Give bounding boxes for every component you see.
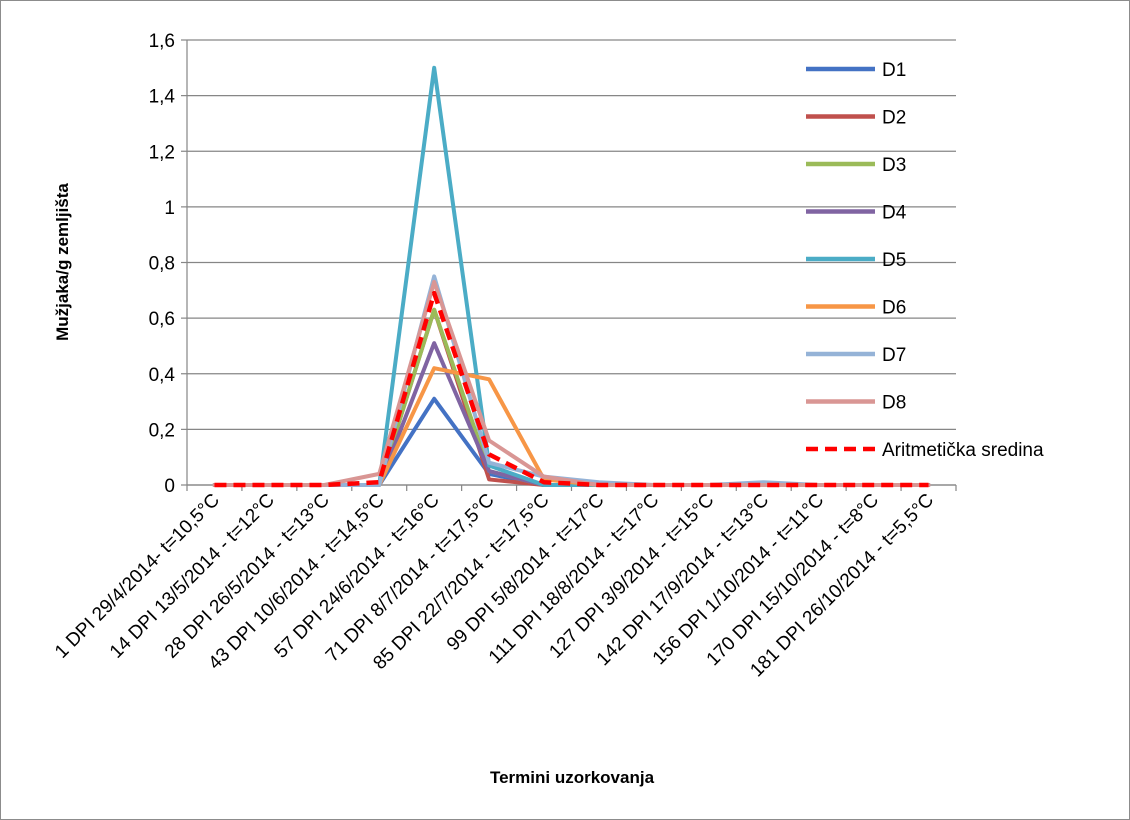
y-tick-label: 0,4 xyxy=(149,365,176,386)
legend-label: D3 xyxy=(882,155,906,176)
series-line-d6 xyxy=(212,366,931,487)
series-line-d3 xyxy=(212,307,931,487)
legend-label: D1 xyxy=(882,60,906,81)
legend-label: D2 xyxy=(882,108,906,129)
y-tick-label: 1,4 xyxy=(149,87,176,108)
series-lines xyxy=(212,65,931,488)
legend: D1 D2 D3 D4 D5 D6 D7 D8 Aritmetička sredina xyxy=(806,60,1044,461)
legend-label: D4 xyxy=(882,203,907,224)
series-line-d4 xyxy=(212,341,931,487)
y-tick-label: 0,2 xyxy=(149,420,175,441)
x-axis-title: Termini uzorkovanja xyxy=(490,768,655,787)
y-tick-label: 0,6 xyxy=(149,309,175,330)
legend-label: D8 xyxy=(882,393,906,414)
series-line-aritmeti-ka-sredina xyxy=(214,290,929,488)
y-tick-label: 0,8 xyxy=(149,254,175,275)
y-axis-ticks: 0 0,2 0,4 0,6 0,8 1 1,2 1,4 1,6 xyxy=(149,31,187,497)
legend-label: D7 xyxy=(882,345,906,366)
series-line-d2 xyxy=(212,307,931,487)
gridlines xyxy=(187,39,956,486)
series-line-d5 xyxy=(212,65,931,487)
y-tick-label: 1,6 xyxy=(149,31,175,52)
legend-label: Aritmetička sredina xyxy=(882,440,1044,461)
y-tick-label: 1 xyxy=(164,198,175,219)
series-line-d8 xyxy=(212,279,931,487)
x-axis-ticks: 1 DPI 29/4/2014- t=10,5°C14 DPI 13/5/201… xyxy=(51,485,957,681)
legend-label: D6 xyxy=(882,298,906,319)
y-axis-title: Mužjaka/g zemljišta xyxy=(53,183,72,341)
legend-label: D5 xyxy=(882,250,906,271)
y-tick-label: 0 xyxy=(164,476,175,497)
y-tick-label: 1,2 xyxy=(149,142,175,163)
series-line-d1 xyxy=(212,396,931,487)
